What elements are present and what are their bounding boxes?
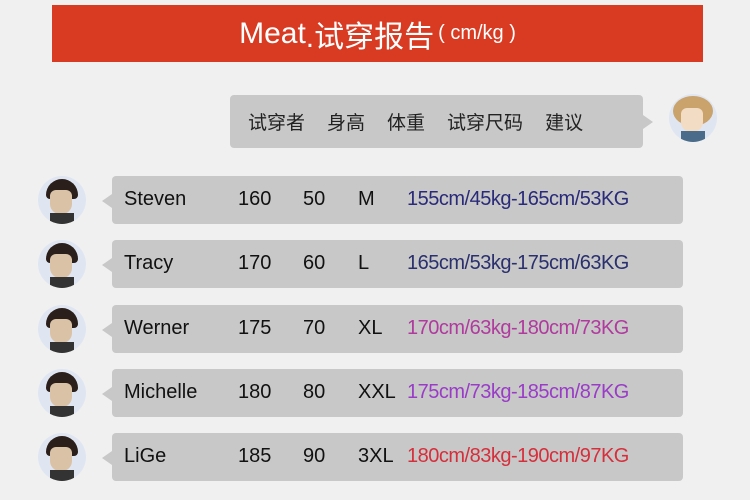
cell-name: Steven bbox=[124, 188, 187, 210]
cell-name: LiGe bbox=[124, 445, 167, 467]
cell-weight: 60 bbox=[303, 252, 326, 274]
cell-name: Werner bbox=[124, 317, 190, 339]
header-weight: 体重 bbox=[387, 113, 426, 134]
tester-avatar bbox=[38, 369, 86, 417]
cell-weight: 90 bbox=[303, 445, 326, 467]
cell-size: XL bbox=[358, 317, 383, 339]
cell-weight: 50 bbox=[303, 188, 326, 210]
cell-name: Michelle bbox=[124, 381, 198, 403]
brand-name: Meat bbox=[239, 16, 306, 50]
tester-avatar bbox=[38, 305, 86, 353]
tester-row: Werner 175 70 XL 170cm/63kg-180cm/73KG bbox=[102, 305, 683, 353]
cell-height: 180 bbox=[238, 381, 272, 403]
header-bubble: 试穿者 身高 体重 试穿尺码 建议 bbox=[230, 95, 653, 148]
tester-row: Steven 160 50 M 155cm/45kg-165cm/53KG bbox=[102, 176, 683, 224]
cell-advice: 155cm/45kg-165cm/53KG bbox=[407, 188, 629, 210]
cell-size: 3XL bbox=[358, 445, 394, 467]
user-avatar bbox=[669, 94, 717, 142]
cell-height: 185 bbox=[238, 445, 272, 467]
title-unit: ( cm/kg ) bbox=[438, 22, 516, 44]
cell-weight: 70 bbox=[303, 317, 326, 339]
header-height: 身高 bbox=[327, 113, 366, 134]
cell-size: M bbox=[358, 188, 375, 210]
header-tester: 试穿者 bbox=[248, 113, 306, 134]
tester-row: LiGe 185 90 3XL 180cm/83kg-190cm/97KG bbox=[102, 433, 683, 481]
tester-row: Michelle 180 80 XXL 175cm/73kg-185cm/87KG bbox=[102, 369, 683, 417]
cell-name: Tracy bbox=[124, 252, 174, 274]
tester-avatar bbox=[38, 176, 86, 224]
tester-avatar bbox=[38, 433, 86, 481]
cell-weight: 80 bbox=[303, 381, 326, 403]
cell-advice: 180cm/83kg-190cm/97KG bbox=[407, 445, 629, 467]
header-advice: 建议 bbox=[545, 113, 584, 134]
cell-height: 160 bbox=[238, 188, 272, 210]
tester-row: Tracy 170 60 L 165cm/53kg-175cm/63KG bbox=[102, 240, 683, 288]
header-size: 试穿尺码 bbox=[447, 113, 524, 134]
tester-avatar bbox=[38, 240, 86, 288]
cell-size: L bbox=[358, 252, 370, 274]
cell-height: 170 bbox=[238, 252, 272, 274]
title-banner: Meat .试穿报告 ( cm/kg ) bbox=[52, 5, 703, 62]
cell-height: 175 bbox=[238, 317, 272, 339]
cell-advice: 170cm/63kg-180cm/73KG bbox=[407, 317, 629, 339]
cell-size: XXL bbox=[358, 381, 396, 403]
cell-advice: 175cm/73kg-185cm/87KG bbox=[407, 381, 629, 403]
title-text: .试穿报告 bbox=[305, 20, 435, 54]
cell-advice: 165cm/53kg-175cm/63KG bbox=[407, 252, 629, 274]
